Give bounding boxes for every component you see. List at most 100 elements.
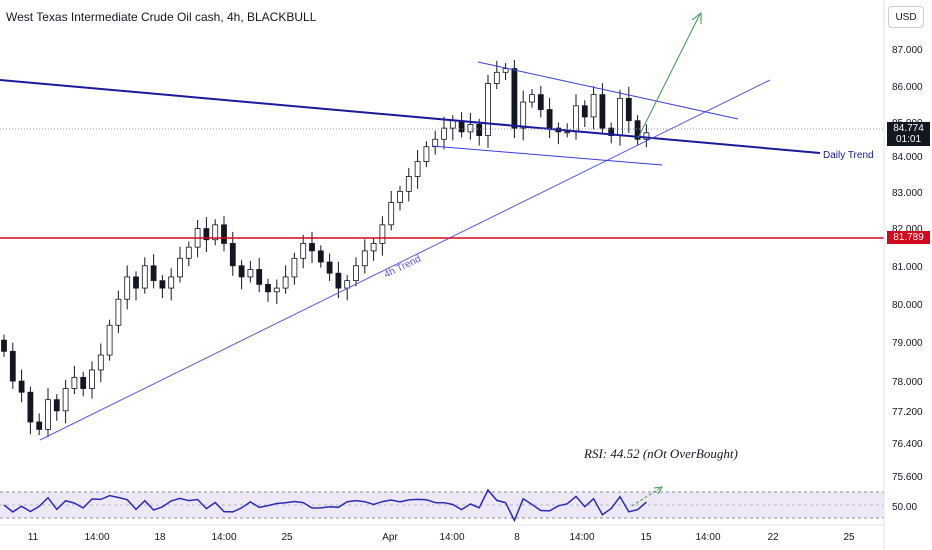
candle-body — [53, 399, 60, 412]
candle-body — [502, 68, 509, 73]
current-price-value: 84.774 — [893, 123, 924, 134]
candle-body — [9, 350, 16, 382]
candle-body — [1, 339, 7, 352]
candle-body — [124, 276, 131, 300]
price-tick-label: 86.000 — [892, 82, 923, 93]
candle-body — [388, 202, 395, 226]
candle-body — [573, 105, 579, 133]
candle-body — [291, 257, 298, 278]
time-tick-label: 11 — [28, 532, 39, 543]
time-tick-label: 14:00 — [695, 532, 720, 543]
candle-body — [326, 261, 333, 274]
candle-body — [353, 265, 359, 282]
price-tick-label: 77.200 — [892, 407, 923, 418]
candle-body — [485, 83, 491, 136]
four-h-trend-line — [39, 79, 771, 441]
candle-body — [256, 269, 263, 285]
support-price-tag: 81.789 — [887, 231, 930, 244]
rsi-arrow — [631, 487, 661, 507]
candle-body — [106, 324, 113, 356]
candle-body — [397, 190, 403, 203]
time-tick-label: 14:00 — [439, 532, 464, 543]
time-tick-label: Apr — [382, 532, 398, 543]
candle-body — [379, 224, 386, 244]
rsi-band — [0, 492, 884, 518]
candle-body — [36, 421, 43, 430]
time-tick-label: 25 — [843, 532, 855, 543]
rsi-line — [3, 488, 647, 523]
candle-body — [300, 243, 307, 259]
candle-body — [564, 131, 571, 134]
support-price-value: 81.789 — [893, 232, 924, 243]
daily-trend-label: Daily Trend — [823, 150, 874, 161]
candle-body — [476, 124, 483, 136]
candle-body — [370, 243, 377, 252]
candle-body — [546, 109, 553, 129]
candle-body — [317, 250, 324, 263]
candle-body — [177, 257, 183, 278]
candle-body — [423, 146, 430, 163]
candle-body — [133, 276, 139, 289]
daily-trend-line — [0, 79, 821, 154]
candle-body — [432, 138, 439, 148]
price-tick-label: 84.000 — [892, 152, 923, 163]
time-tick-label: 14:00 — [211, 532, 236, 543]
candle-body — [150, 265, 157, 282]
candle-body — [608, 127, 615, 136]
price-tick-label: 75.600 — [892, 472, 923, 483]
candle-body — [115, 298, 122, 326]
time-tick-label: 25 — [281, 532, 293, 543]
rsi-arrowhead — [653, 486, 663, 495]
candle-body — [45, 399, 51, 430]
time-tick-label: 14:00 — [84, 532, 109, 543]
price-tick-label: 87.000 — [892, 45, 923, 56]
price-axis: 87.00086.00085.00084.00083.00082.00081.0… — [892, 45, 923, 513]
candle-body — [449, 120, 456, 129]
candle-body — [247, 269, 254, 278]
currency-button[interactable]: USD — [888, 6, 924, 28]
candle-body — [361, 250, 368, 267]
current-price-tag: 84.774 01:01 — [887, 122, 930, 146]
candle-body — [159, 280, 166, 289]
candle-body — [511, 68, 518, 129]
bar-countdown: 01:01 — [895, 134, 922, 145]
candle-body — [520, 101, 527, 129]
price-tick-label: 81.000 — [892, 262, 923, 273]
candle-body — [467, 124, 474, 133]
time-tick-label: 18 — [154, 532, 166, 543]
candle-body — [141, 265, 148, 289]
price-tick-label: 79.000 — [892, 338, 923, 349]
rsi-annotation: RSI: 44.52 (nOt OverBought) — [584, 446, 738, 461]
candle-body — [634, 120, 641, 140]
candle-body — [590, 94, 597, 118]
candle-body — [493, 71, 500, 84]
candle-body — [212, 224, 219, 241]
candle-body — [27, 391, 34, 423]
trend-drawings: Daily Trend 4h Trend — [0, 11, 884, 441]
time-tick-label: 22 — [767, 532, 779, 543]
candle-body — [62, 388, 69, 412]
price-tick-label: 78.000 — [892, 377, 923, 388]
candlestick-series — [1, 60, 650, 438]
candle-body — [458, 120, 465, 133]
time-tick-label: 15 — [640, 532, 652, 543]
candle-body — [89, 369, 95, 389]
time-tick-label: 8 — [514, 532, 520, 543]
price-tick-label: 76.400 — [892, 439, 923, 450]
candle-body — [229, 243, 236, 267]
candle-body — [405, 176, 412, 192]
four-h-trend-label: 4h Trend — [382, 254, 422, 281]
candle-body — [282, 276, 289, 289]
price-tick-label: 82.000 — [892, 224, 923, 235]
candle-body — [441, 127, 447, 140]
candle-body — [238, 265, 245, 278]
candle-body — [643, 132, 650, 140]
candle-body — [599, 94, 606, 129]
candle-body — [221, 224, 227, 244]
price-tick-label: 80.000 — [892, 300, 923, 311]
candle-body — [273, 287, 280, 293]
candle-body — [18, 380, 25, 393]
candle-body — [581, 105, 588, 118]
